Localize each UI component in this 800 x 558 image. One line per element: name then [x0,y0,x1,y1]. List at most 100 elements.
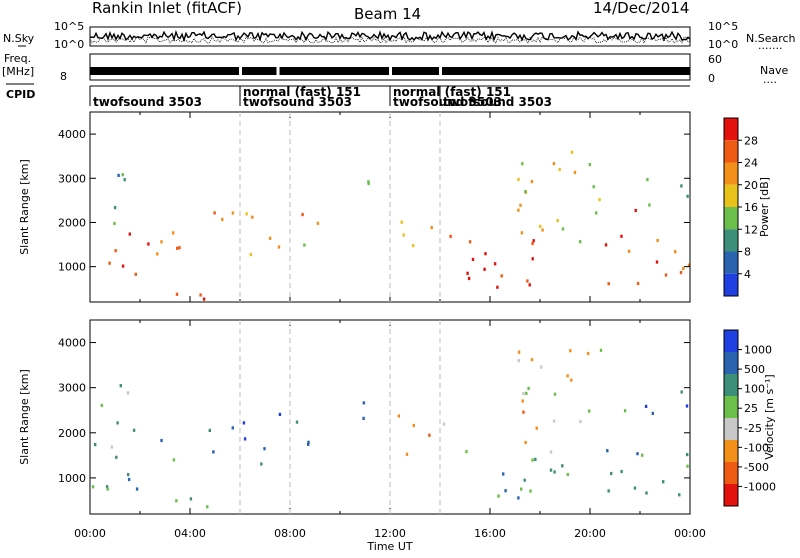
colorbar-tick-label: 100 [744,383,765,396]
data-cell [206,505,209,509]
data-cell [527,386,530,390]
data-cell [295,420,299,424]
colorbar-swatch [724,251,738,274]
data-cell [520,231,524,235]
data-cell [160,240,163,244]
plot-title: Rankin Inlet (fitACF) [92,0,242,17]
data-cell [686,194,689,198]
noise-tick-right-low: 10^0 [708,38,738,51]
data-cell [231,426,234,430]
colorbar-swatch [724,418,738,440]
data-cell [483,267,486,271]
cpid-mode-label: twofsound 3503 [443,95,552,109]
data-cell [598,198,601,202]
freq-label: Freq. [4,52,31,65]
data-cell [570,150,574,154]
colorbar-tick-label: 16 [744,201,758,214]
x-tick-label: 08:00 [274,527,306,540]
colorbar-swatch [724,352,738,374]
data-cell [277,245,281,249]
data-cell [307,440,310,444]
data-cell [260,462,263,466]
data-cell [178,246,181,250]
data-cell [522,410,525,414]
data-cell [556,219,559,223]
data-cell [412,423,415,428]
data-cell [607,489,610,493]
data-cell [620,469,623,474]
data-cell [367,180,370,184]
data-cell [504,489,507,493]
data-cell [534,457,537,461]
data-cell [189,497,193,501]
data-cell [449,234,452,238]
data-cell [674,250,677,254]
data-cell [540,365,543,369]
data-cell [664,273,668,277]
data-cell [412,244,415,248]
freq-gap-mark [439,66,442,76]
data-cell [627,249,631,253]
noise-sky-line [89,29,691,43]
data-cell [573,170,577,174]
data-cell [620,234,623,238]
data-cell [521,399,524,403]
freq-gaps [239,66,442,76]
data-cell [595,211,598,215]
data-cell [172,231,175,235]
power-colorbar: 4 8 12 16 20 24 28 [723,117,758,297]
data-cell [566,374,569,378]
data-cell [263,447,266,451]
data-cell [303,243,306,247]
nave-legend-dots: ···· [763,76,777,89]
y-tick-label: 3000 [58,382,86,395]
noise-search-line [89,35,691,45]
data-cell [106,487,109,491]
colorbar-swatch [724,330,738,352]
data-cell [686,464,689,468]
data-cell [569,349,572,353]
noise-tick-right-high: 10^5 [708,20,738,33]
data-cell [468,240,472,244]
freq-gap-mark [239,66,242,76]
colorbar-tick-label: 12 [744,223,758,236]
x-tick-label: 00:00 [674,527,706,540]
data-cell [656,238,659,243]
data-cell [633,486,637,490]
velocity-colorbar-label: Velocity [m s⁻¹] [763,374,776,459]
nsearch-label: N.Search [746,32,796,45]
data-cell [127,473,130,477]
colorbar-tick-label: -100 [744,441,769,454]
data-cell [682,267,685,271]
nsearch-legend-dots: ······· [758,42,782,55]
data-cell [519,203,522,207]
data-cell [680,390,683,394]
freq-tick: 8 [60,70,67,83]
colorbar-swatch [724,229,738,252]
data-cell [301,213,304,217]
data-cell [160,438,163,443]
cpid-mode-label: twofsound 3503 [393,95,502,109]
velocity-colorbar: -1000 -500 -100 -25 25 100 500 1000 [723,329,776,507]
data-cell [500,274,503,278]
data-cell [176,246,179,250]
data-cell [484,252,487,256]
data-cell [397,414,400,418]
colorbar-tick-label: 1000 [744,344,772,357]
y-tick-label: 2000 [58,216,86,229]
colorbar-swatch [724,184,738,207]
colorbar-tick-label: 500 [744,363,765,376]
velocity-ylabel: Slant Range [km] [18,369,31,465]
data-cell [579,420,582,424]
data-cell [607,282,610,286]
data-cell [553,392,557,396]
data-cell [231,211,235,215]
data-cell [566,472,569,477]
nave-tick-high: 60 [708,53,722,66]
data-cell [517,359,520,363]
data-cell [105,485,109,489]
data-cell [606,449,609,453]
data-cell [686,453,689,457]
data-cell [135,487,139,491]
